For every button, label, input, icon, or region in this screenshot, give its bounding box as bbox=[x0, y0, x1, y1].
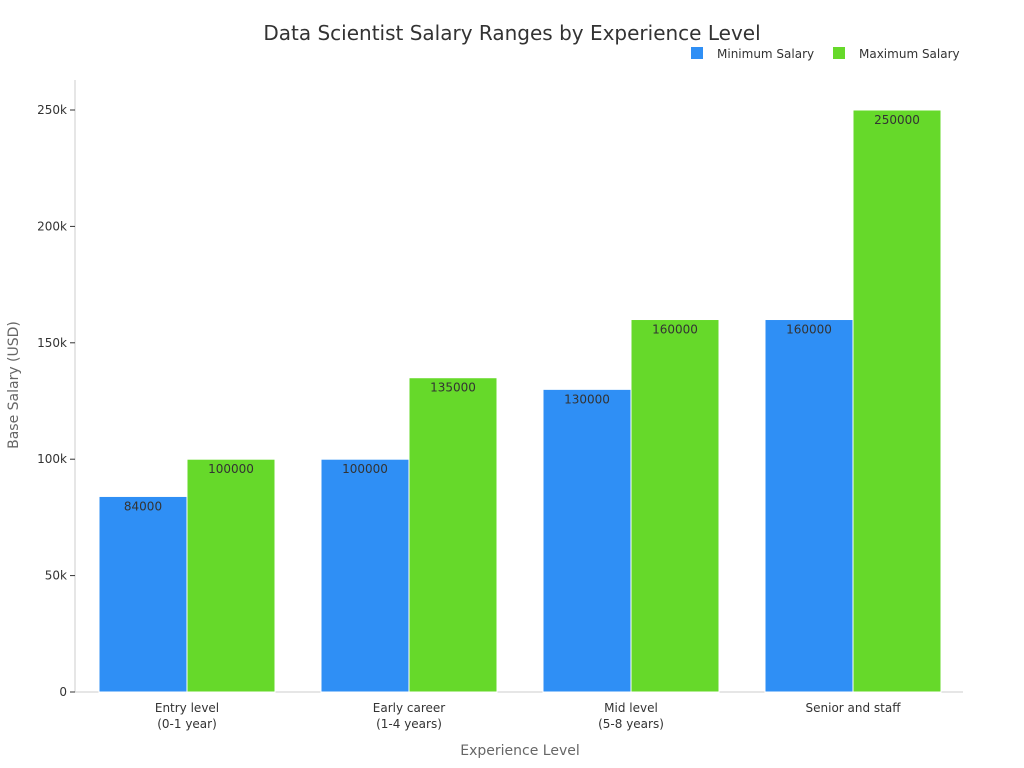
data-label: 130000 bbox=[564, 392, 610, 406]
y-axis-title: Base Salary (USD) bbox=[6, 321, 22, 449]
chart-title: Data Scientist Salary Ranges by Experien… bbox=[263, 21, 760, 45]
legend-swatch-minimum bbox=[691, 47, 703, 59]
axes: 0 50k 100k 150k 200k 250k Entry level (0-1 year… bbox=[37, 80, 963, 731]
y-tick-label: 200k bbox=[37, 219, 67, 233]
y-tick-label: 150k bbox=[37, 336, 67, 350]
data-label: 160000 bbox=[786, 323, 832, 337]
x-tick-label: Senior and staff bbox=[806, 701, 902, 715]
y-tick-label: 250k bbox=[37, 103, 67, 117]
bars-group bbox=[98, 109, 942, 693]
legend: Minimum Salary Maximum Salary bbox=[691, 47, 960, 61]
bar-minimum-salary bbox=[542, 388, 632, 693]
y-tick-label: 50k bbox=[45, 569, 67, 583]
data-label: 160000 bbox=[652, 323, 698, 337]
data-labels-group: 84000 100000 130000 160000 100000 135000 16000… bbox=[124, 113, 920, 513]
x-tick-label: Mid level (5-8 years) bbox=[598, 701, 664, 731]
bar-maximum-salary bbox=[852, 109, 942, 693]
x-axis-title: Experience Level bbox=[460, 743, 579, 759]
data-label: 100000 bbox=[208, 462, 254, 476]
bar-minimum-salary bbox=[98, 495, 188, 693]
x-tick-label: Entry level (0-1 year) bbox=[155, 701, 219, 731]
data-label: 250000 bbox=[874, 113, 920, 127]
data-label: 84000 bbox=[124, 499, 162, 513]
bar-maximum-salary bbox=[186, 458, 276, 693]
legend-swatch-maximum bbox=[833, 47, 845, 59]
legend-label-maximum: Maximum Salary bbox=[859, 47, 960, 61]
legend-label-minimum: Minimum Salary bbox=[717, 47, 814, 61]
bar-maximum-salary bbox=[408, 377, 498, 693]
bar-maximum-salary bbox=[630, 319, 720, 693]
y-tick-label: 100k bbox=[37, 452, 67, 466]
data-label: 135000 bbox=[430, 381, 476, 395]
data-label: 100000 bbox=[342, 462, 388, 476]
bar-minimum-salary bbox=[320, 458, 410, 693]
x-tick-label: Early career (1-4 years) bbox=[373, 701, 446, 731]
bar-minimum-salary bbox=[764, 319, 854, 693]
y-tick-label: 0 bbox=[59, 685, 67, 699]
